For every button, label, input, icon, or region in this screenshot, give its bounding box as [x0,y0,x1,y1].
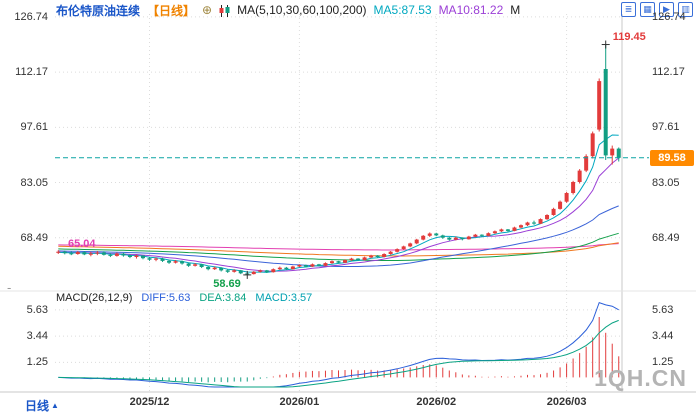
macd-legend: MACD(26,12,9) DIFF:5.63 DEA:3.84 MACD:3.… [56,292,312,304]
column-view-icon[interactable]: ▥ [678,2,693,17]
macd-axis-label-left: 1.25 [26,356,48,369]
macd-axis-label-left: 3.44 [26,330,48,343]
y-axis-label-left: 112.17 [15,66,48,79]
y-axis-label-right: 97.61 [652,121,680,134]
x-axis-label: 2026/02 [416,396,457,408]
x-axis-label: 2025/12 [129,396,170,408]
macd-axis-label-right: 5.63 [652,303,674,316]
chart-toolbar: ≣ ▦ ▶ ▥ [621,2,693,17]
layout-list-icon[interactable]: ≣ [621,2,636,17]
y-axis-label-left: 68.49 [20,231,48,244]
macd-dea-value: DEA:3.84 [199,292,247,304]
grid-view-icon[interactable]: ▦ [640,2,655,17]
macd-axis-label-left: 5.63 [26,303,48,316]
add-indicator-icon[interactable]: ⊕ [202,3,213,17]
y-axis-label-right: 126.74 [652,10,686,23]
y-axis-label-left: 83.05 [20,176,48,189]
ma-settings-label[interactable]: MA(5,10,30,60,100,200) [237,3,367,17]
period-selector[interactable]: 日线 ▲ [25,397,59,413]
ma5-value: MA5:87.53 [373,3,432,17]
period-arrow-icon: ▲ [51,401,59,410]
play-icon[interactable]: ▶ [659,2,674,17]
x-axis-label: 2026/03 [546,396,587,408]
y-axis-label-right: 83.05 [652,176,680,189]
chart-header: 布伦特原油连续 【日线】 ⊕ MA(5,10,30,60,100,200) MA… [56,2,520,18]
high-price-label: 119.45 [612,30,646,43]
macd-axis-label-right: 1.25 [652,356,674,369]
period-tag: 【日线】 [147,3,196,18]
x-axis-label: 2026/01 [279,396,320,408]
macd-params-label[interactable]: MACD(26,12,9) [56,292,133,304]
watermark: 1QH.CN [594,365,687,391]
period-label: 日线 [25,399,50,413]
ma-value-label: 65.04 [68,237,96,250]
macd-axis-label-right: 3.44 [652,330,674,343]
ma10-value: MA10:81.22 [438,3,504,17]
y-axis-label-right: 112.17 [652,66,685,79]
y-axis-label-right: 68.49 [652,231,680,244]
macd-macd-value: MACD:3.57 [255,292,313,304]
low-price-label: 58.69 [213,277,241,290]
y-axis-label-left: 97.61 [20,121,48,134]
pane-divider-handle[interactable]: - [7,280,12,295]
last-price-tag: 89.58 [650,149,694,166]
candlestick-icon [219,4,230,17]
macd-diff-value: DIFF:5.63 [141,292,191,304]
instrument-name[interactable]: 布伦特原油连续 [56,3,141,18]
y-axis-label-left: 126.74 [14,10,48,23]
ma30-value-truncated: M [510,3,521,17]
